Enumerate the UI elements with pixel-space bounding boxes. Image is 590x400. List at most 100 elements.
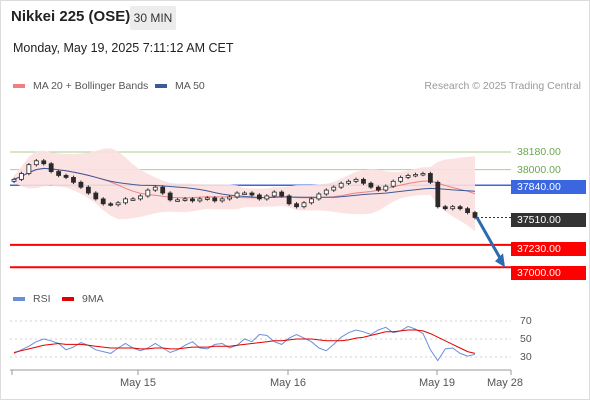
candle <box>420 171 426 177</box>
support-label-1: 37230.00 <box>511 242 586 256</box>
candle <box>286 194 292 206</box>
candle-body <box>219 198 225 202</box>
ma20-legend: MA 20 + Bollinger Bands <box>13 80 148 92</box>
candle <box>331 185 337 192</box>
candle <box>197 197 203 203</box>
candle-body <box>249 192 255 196</box>
candle-body <box>353 178 359 182</box>
x-tick-may15: May 15 <box>119 377 157 389</box>
candle-body <box>346 180 351 184</box>
candle-body <box>145 189 151 197</box>
chart-datetime: Monday, May 19, 2025 7:11:12 AM CET <box>13 41 234 55</box>
rsi-legend: RSI <box>13 293 51 305</box>
candle <box>204 196 210 201</box>
ma50-line <box>13 167 476 199</box>
candle-body <box>264 195 270 200</box>
support-label-2: 37000.00 <box>511 266 586 280</box>
candle <box>301 201 307 209</box>
candle <box>182 197 188 202</box>
candle <box>242 191 247 195</box>
candle <box>19 171 24 182</box>
rsi-line <box>13 325 476 362</box>
candle <box>264 194 270 201</box>
candle-body <box>93 192 99 200</box>
ma50-legend: MA 50 <box>155 80 205 92</box>
candle-body <box>33 160 39 166</box>
candle <box>316 192 322 201</box>
candle-body <box>85 186 91 194</box>
candle-body <box>190 198 195 202</box>
candle-body <box>138 195 143 200</box>
candle-body <box>19 173 24 180</box>
candle <box>85 185 91 195</box>
candle-body <box>301 202 307 208</box>
candle-body <box>427 173 433 183</box>
rsi-tick-70: 70 <box>520 315 532 327</box>
bollinger-band <box>14 148 475 232</box>
candle <box>145 188 151 198</box>
candle-body <box>26 164 32 174</box>
candle <box>271 190 277 198</box>
ma50-swatch <box>155 84 167 88</box>
candle-body <box>294 203 299 208</box>
candle-body <box>331 186 337 191</box>
candle-body <box>197 198 203 202</box>
candle <box>160 185 166 195</box>
candle-body <box>457 206 463 210</box>
candle-body <box>100 198 106 205</box>
candle-body <box>71 177 76 183</box>
candle <box>323 188 329 196</box>
candle-body <box>123 198 128 204</box>
candle-body <box>286 195 292 205</box>
rsi-swatch <box>13 297 25 301</box>
candle <box>368 181 374 189</box>
resistance-label-2: 38000.00 <box>517 164 561 176</box>
candle <box>130 197 136 201</box>
candle <box>450 204 456 211</box>
candle-body <box>234 192 240 198</box>
candle-body <box>108 203 114 206</box>
candle <box>427 171 433 185</box>
candle <box>152 185 158 192</box>
rsi-legend-label: RSI <box>33 293 51 305</box>
candle <box>11 177 17 184</box>
candle-body <box>420 173 426 176</box>
ma20-legend-label: MA 20 + Bollinger Bands <box>33 80 149 92</box>
candle-body <box>309 198 314 204</box>
candle <box>63 173 69 180</box>
rsi-tick-30: 30 <box>520 351 532 363</box>
candle-body <box>338 182 344 188</box>
resistance-label-1: 38180.00 <box>517 146 561 158</box>
candle <box>123 197 128 205</box>
candle <box>279 190 285 198</box>
candle-body <box>375 186 381 191</box>
attribution: Research © 2025 Trading Central <box>424 80 581 92</box>
candle <box>71 175 76 185</box>
candle-body <box>212 197 218 202</box>
projection-arrow <box>475 216 505 265</box>
ma50-legend-label: MA 50 <box>175 80 205 92</box>
candle-body <box>48 163 54 172</box>
candle-body <box>442 206 448 210</box>
candle <box>26 162 32 176</box>
candle <box>375 185 381 192</box>
candle-body <box>182 198 188 201</box>
candle <box>383 184 389 192</box>
candle-body <box>390 180 396 187</box>
candle <box>294 202 299 209</box>
candle <box>138 194 143 201</box>
candle <box>175 198 180 202</box>
candle <box>41 159 47 166</box>
candle <box>353 177 359 184</box>
candle <box>167 191 173 202</box>
ma20-swatch <box>13 84 25 88</box>
rsi-tick-50: 50 <box>520 333 532 345</box>
timeframe-button[interactable]: 30 MIN <box>130 6 176 30</box>
candle <box>472 210 478 220</box>
candle-body <box>56 171 62 176</box>
candle-body <box>242 192 247 195</box>
candle-body <box>316 193 322 200</box>
candle-body <box>279 191 285 197</box>
candle <box>78 180 84 189</box>
